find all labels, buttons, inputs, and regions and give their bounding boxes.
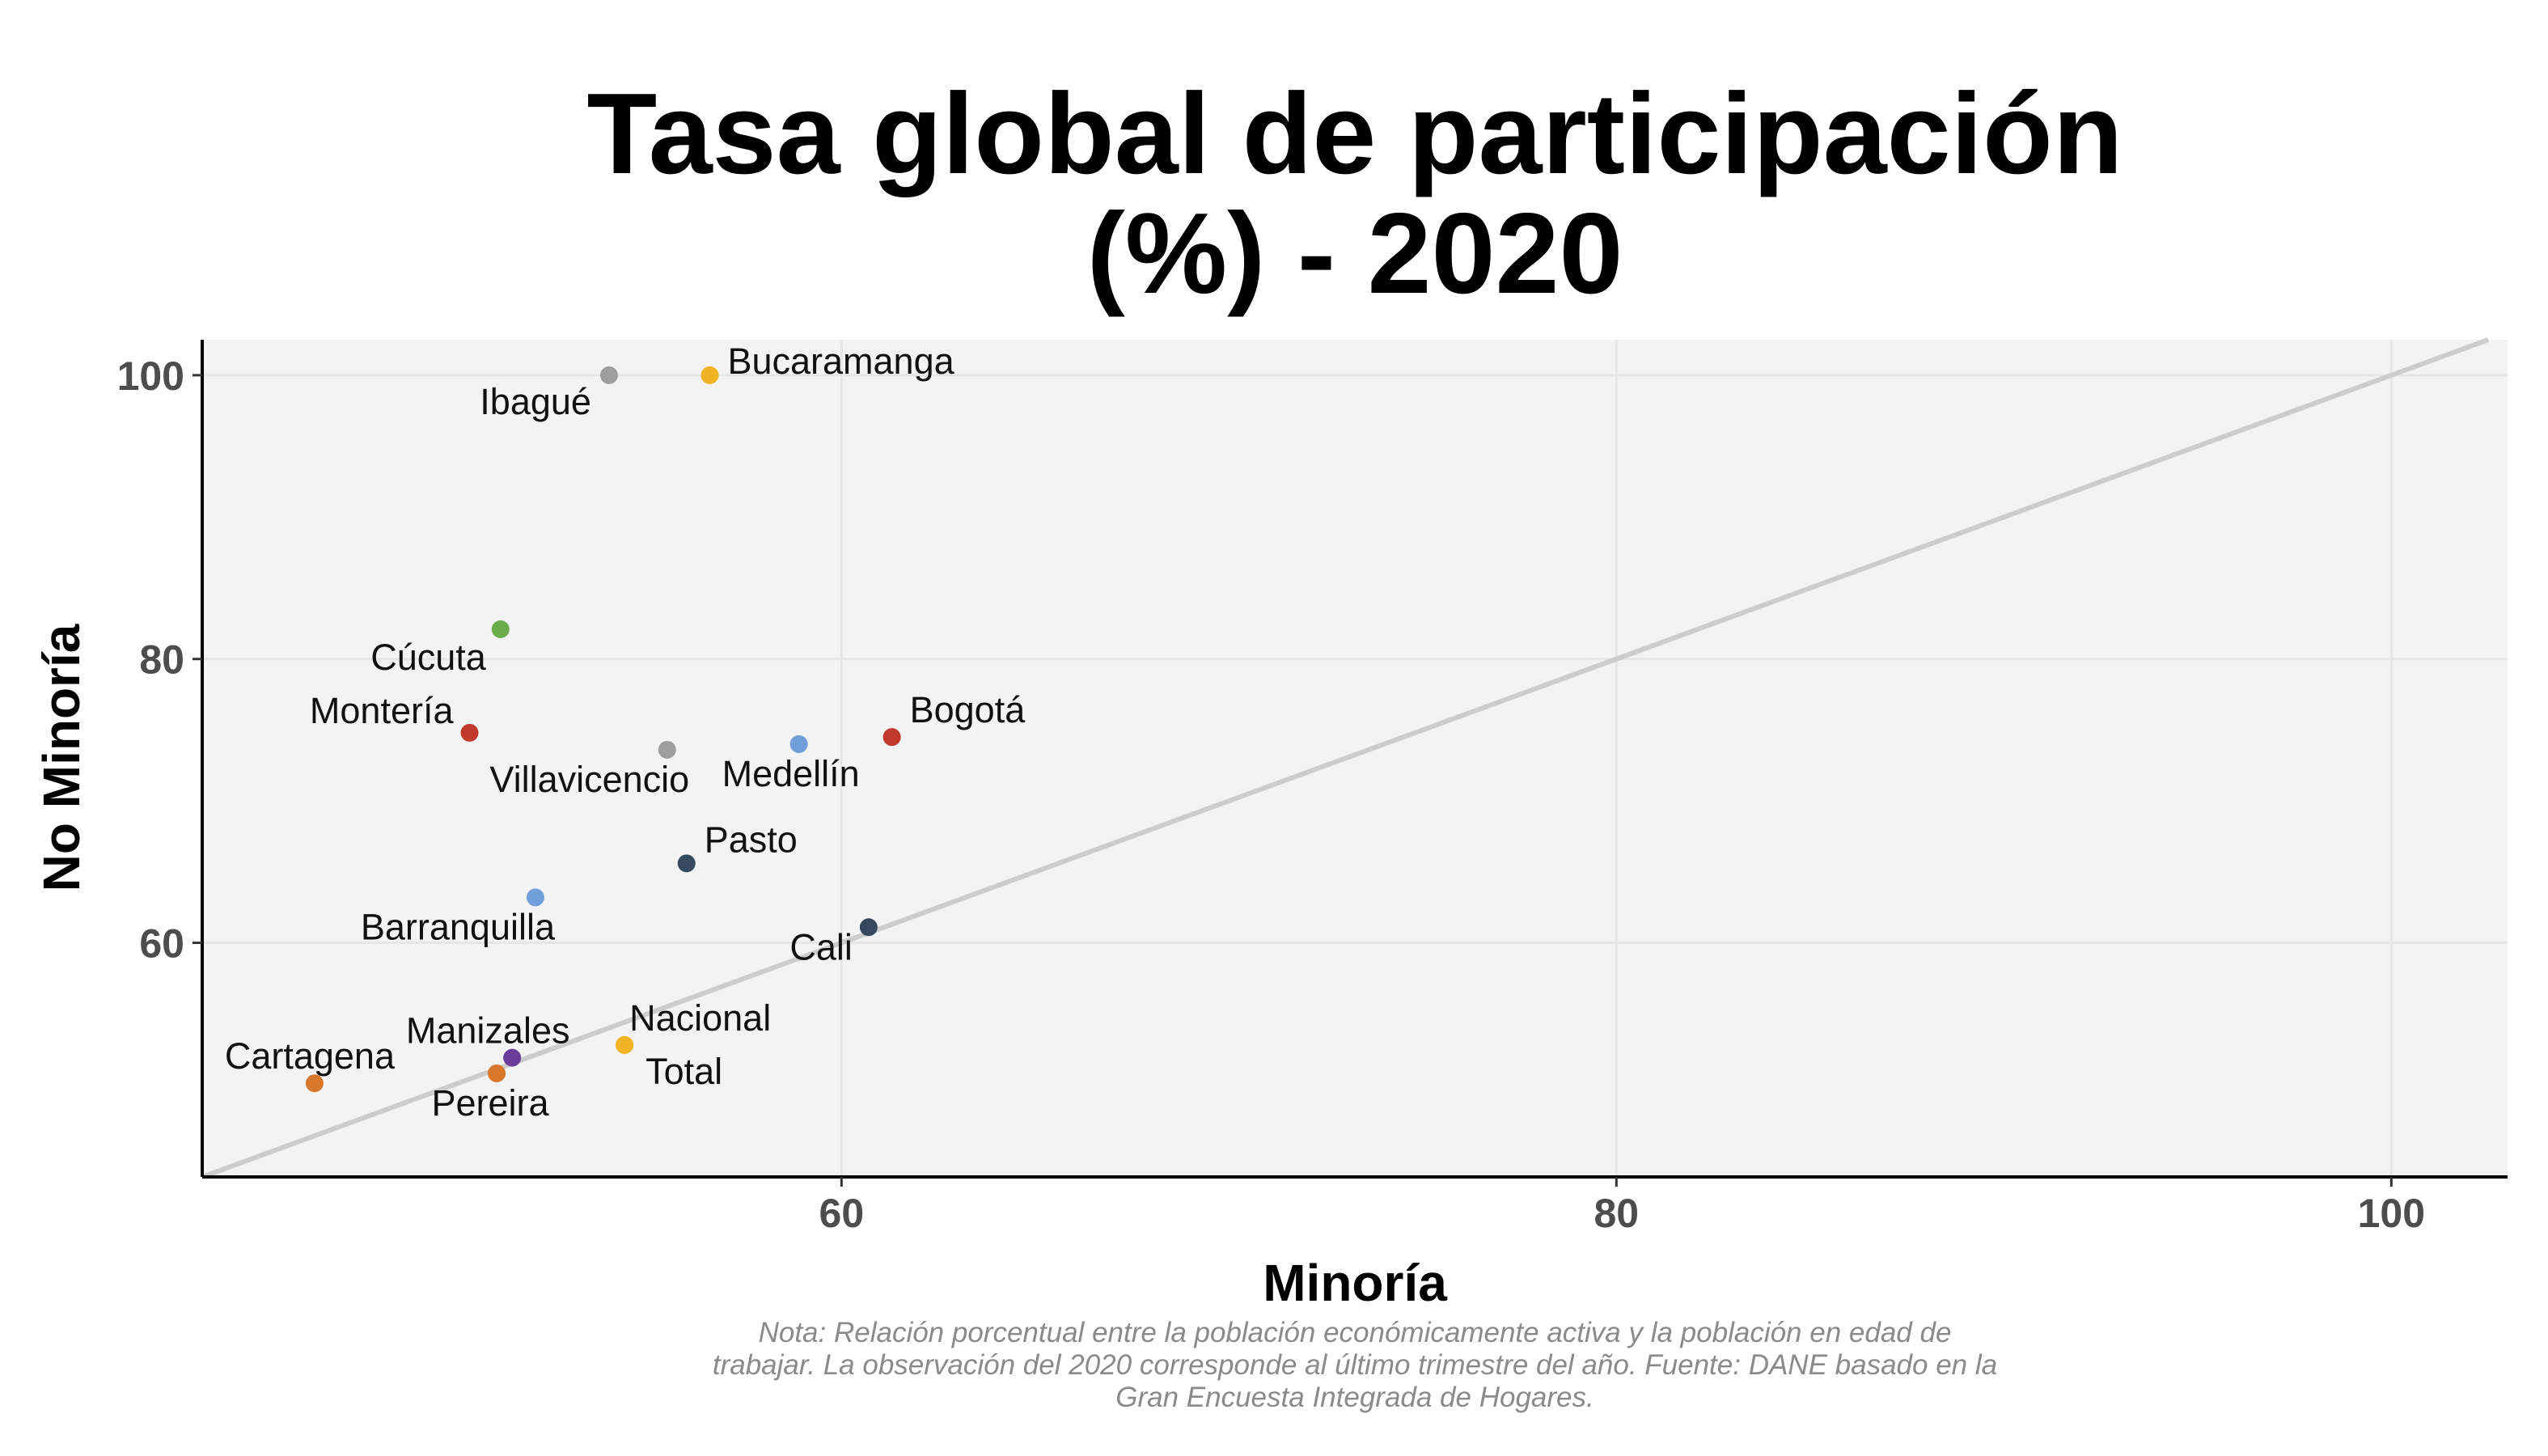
point-labels: Bucaramanga Ibagué Cúcuta Montería Bogotá Med… <box>225 341 1026 1124</box>
point-label-pereira: Pereira <box>431 1082 549 1124</box>
point-label-ibague: Ibagué <box>480 381 591 422</box>
y-tick-label: 100 <box>117 353 184 399</box>
x-tick-label: 80 <box>1594 1191 1640 1236</box>
chart-title: Tasa global de participación (%) - 2020 <box>202 74 2508 314</box>
footnote-line-2: trabajar. La observación del 2020 corres… <box>712 1349 1998 1381</box>
footnote-line-1: Nota: Relación porcentual entre la pobla… <box>758 1317 1952 1348</box>
x-tick-label: 60 <box>819 1191 865 1236</box>
point-label-medellin: Medellín <box>722 753 860 794</box>
y-tick-label: 80 <box>139 637 184 683</box>
grid-lines <box>202 340 2508 1177</box>
point-label-nacional: Nacional <box>629 997 771 1039</box>
y-tick-label: 60 <box>139 921 184 967</box>
point-bucaramanga <box>700 366 719 384</box>
x-tick-label: 100 <box>2358 1191 2425 1236</box>
axis-ticks: 60 80 100 60 80 100 <box>117 353 2425 1236</box>
y-axis-title: No Minoría <box>32 624 91 891</box>
chart-title-line-2: (%) - 2020 <box>1086 189 1623 318</box>
point-villavicencio <box>658 740 676 759</box>
point-label-bogota: Bogotá <box>910 689 1026 730</box>
point-cucuta <box>491 620 510 638</box>
point-label-manizales: Manizales <box>406 1010 570 1052</box>
point-total <box>616 1035 634 1054</box>
point-label-total: Total <box>645 1051 722 1092</box>
point-ibague <box>599 366 618 384</box>
point-label-pasto: Pasto <box>705 819 798 860</box>
reference-line-y-equals-x <box>201 337 2490 1179</box>
point-monteria <box>460 723 479 742</box>
point-barranquilla <box>526 888 544 907</box>
point-label-cali: Cali <box>789 926 853 967</box>
point-label-barranquilla: Barranquilla <box>361 906 556 947</box>
footnote: Nota: Relación porcentual entre la pobla… <box>526 1317 2184 1414</box>
point-label-villavicencio: Villavicencio <box>489 759 689 800</box>
point-label-cucuta: Cúcuta <box>370 637 487 678</box>
data-points <box>305 366 901 1093</box>
point-bogota <box>882 728 901 747</box>
point-cali <box>859 918 878 937</box>
point-medellin <box>789 734 808 753</box>
point-label-cartagena: Cartagena <box>225 1035 396 1077</box>
point-pereira <box>488 1064 506 1082</box>
chart-title-line-1: Tasa global de participación <box>586 70 2123 198</box>
point-label-monteria: Montería <box>310 690 455 731</box>
footnote-line-3: Gran Encuesta Integrada de Hogares. <box>1115 1382 1594 1413</box>
point-label-bucaramanga: Bucaramanga <box>727 341 954 382</box>
x-axis-title: Minoría <box>1263 1254 1447 1312</box>
point-pasto <box>677 854 696 873</box>
point-manizales <box>503 1048 522 1067</box>
point-cartagena <box>305 1074 324 1093</box>
